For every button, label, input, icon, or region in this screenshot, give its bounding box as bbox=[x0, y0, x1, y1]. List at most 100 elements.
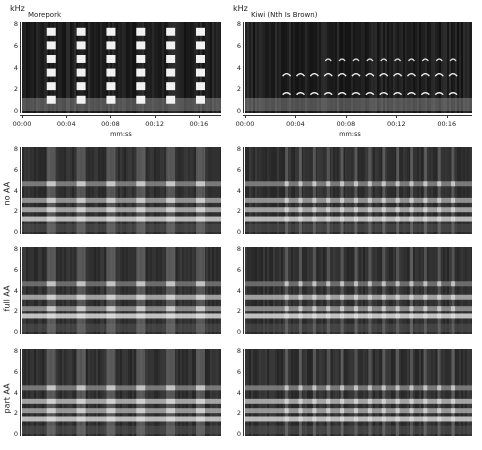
noise-column bbox=[46, 147, 48, 234]
noise-floor bbox=[22, 223, 221, 232]
noise-column bbox=[309, 147, 311, 234]
call-highlight bbox=[46, 313, 56, 319]
frequency-band bbox=[245, 416, 472, 422]
noise-column bbox=[218, 22, 220, 113]
noise-column bbox=[401, 147, 403, 234]
noise-column bbox=[413, 147, 415, 234]
call-highlight bbox=[381, 313, 386, 319]
noise-column bbox=[118, 147, 120, 234]
noise-column bbox=[431, 247, 433, 334]
noise-column bbox=[204, 147, 206, 234]
noise-column bbox=[453, 147, 455, 234]
y-tick-label: 4 bbox=[236, 388, 241, 397]
call-column bbox=[106, 247, 116, 334]
noise-column bbox=[176, 22, 178, 113]
call-highlight bbox=[166, 398, 176, 404]
call-harmonic bbox=[76, 82, 86, 91]
noise-column bbox=[449, 247, 451, 334]
call-harmonic bbox=[46, 82, 56, 91]
call-highlight bbox=[106, 181, 116, 187]
noise-column bbox=[112, 147, 114, 234]
y-tick-label: 4 bbox=[236, 186, 241, 195]
noise-column bbox=[98, 349, 100, 436]
noise-column bbox=[327, 147, 329, 234]
noise-column bbox=[419, 349, 421, 436]
call-highlight bbox=[195, 416, 205, 422]
call-harmonic bbox=[136, 95, 146, 104]
noise-column bbox=[100, 147, 102, 234]
noise-column bbox=[317, 247, 319, 334]
noise-column bbox=[337, 247, 339, 334]
call-highlight bbox=[195, 216, 205, 222]
call-harmonic bbox=[106, 27, 116, 36]
noise-column bbox=[461, 349, 463, 436]
noise-column bbox=[259, 147, 261, 234]
call-highlight bbox=[76, 408, 86, 414]
call-highlight bbox=[136, 181, 146, 187]
call-highlight bbox=[437, 294, 442, 300]
call-column bbox=[312, 147, 316, 234]
noise-column bbox=[449, 349, 451, 436]
call-column bbox=[195, 247, 205, 334]
call-highlight bbox=[451, 313, 456, 319]
noise-column bbox=[467, 22, 469, 113]
call-highlight bbox=[136, 313, 146, 319]
y-tick-label: 4 bbox=[236, 286, 241, 295]
noise-column bbox=[56, 22, 58, 113]
noise-column bbox=[168, 247, 170, 334]
noise-column bbox=[299, 22, 301, 113]
noise-column bbox=[64, 22, 66, 113]
noise-column bbox=[405, 22, 407, 113]
noise-column bbox=[377, 247, 379, 334]
noise-column bbox=[363, 349, 365, 436]
noise-column bbox=[98, 22, 100, 113]
call-highlight bbox=[395, 398, 400, 404]
frequency-band bbox=[245, 294, 472, 300]
noise-column bbox=[194, 349, 196, 436]
call-highlight bbox=[166, 181, 176, 187]
noise-column bbox=[174, 22, 176, 113]
noise-column bbox=[437, 22, 439, 113]
y-tick-label: 0 bbox=[13, 430, 18, 438]
y-axis-line bbox=[20, 247, 21, 334]
noise-column bbox=[367, 349, 369, 436]
noise-column bbox=[106, 22, 108, 113]
call-highlight bbox=[367, 216, 372, 222]
noise-column bbox=[48, 22, 50, 113]
call-highlight bbox=[106, 385, 116, 391]
noise-column bbox=[216, 349, 218, 436]
call-highlight bbox=[367, 306, 372, 312]
noise-column bbox=[94, 349, 96, 436]
noise-column bbox=[106, 247, 108, 334]
frequency-band bbox=[245, 306, 472, 312]
noise-column bbox=[421, 22, 423, 113]
noise-column bbox=[58, 22, 60, 113]
noise-column bbox=[251, 247, 253, 334]
noise-column bbox=[381, 247, 383, 334]
call-highlight bbox=[298, 306, 303, 312]
noise-column bbox=[72, 147, 74, 234]
call-highlight bbox=[298, 416, 303, 422]
noise-column bbox=[427, 247, 429, 334]
noise-column bbox=[403, 247, 405, 334]
noise-column bbox=[46, 22, 48, 113]
noise-column bbox=[411, 349, 413, 436]
noise-column bbox=[327, 247, 329, 334]
noise-column bbox=[369, 22, 371, 113]
noise-floor bbox=[22, 323, 221, 332]
noise-column bbox=[349, 247, 351, 334]
noise-column bbox=[359, 147, 361, 234]
noise-column bbox=[453, 247, 455, 334]
noise-column bbox=[124, 147, 126, 234]
noise-column bbox=[78, 147, 80, 234]
call-highlight bbox=[195, 398, 205, 404]
noise-column bbox=[369, 247, 371, 334]
call-highlight bbox=[166, 416, 176, 422]
noise-column bbox=[367, 22, 369, 113]
call-highlight bbox=[409, 294, 414, 300]
call-column bbox=[298, 247, 302, 334]
noise-column bbox=[176, 247, 178, 334]
noise-column bbox=[198, 349, 200, 436]
noise-column bbox=[283, 349, 285, 436]
noise-column bbox=[247, 147, 249, 234]
